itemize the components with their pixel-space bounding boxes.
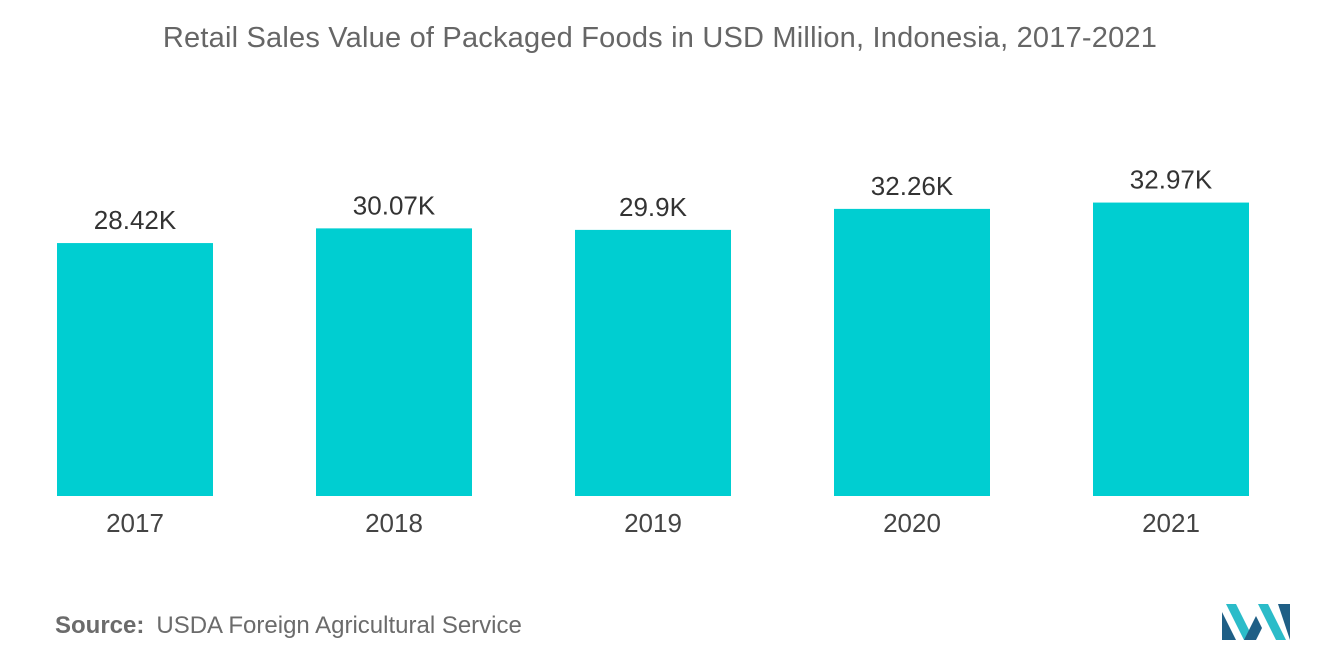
mordor-intelligence-logo-icon <box>1222 604 1290 640</box>
x-tick-label-2019: 2019 <box>624 508 682 538</box>
x-tick-label-2021: 2021 <box>1142 508 1200 538</box>
chart-title: Retail Sales Value of Packaged Foods in … <box>162 22 1158 54</box>
data-label-2017: 28.42K <box>94 205 177 235</box>
x-tick-label-2018: 2018 <box>365 508 423 538</box>
bar-2019 <box>575 229 731 496</box>
source-note: Source: USDA Foreign Agricultural Service <box>55 612 522 640</box>
x-tick-label-2017: 2017 <box>106 508 164 538</box>
data-label-2018: 30.07K <box>353 190 436 220</box>
bar-chart: 28.42K 2017 30.07K 2018 29.9K 2019 32.26K 2020 3… <box>57 165 1249 538</box>
source-label: Source: <box>55 612 145 639</box>
bar-2021 <box>1093 202 1249 496</box>
data-label-2019: 29.9K <box>619 192 688 222</box>
x-tick-label-2020: 2020 <box>883 508 941 538</box>
data-label-2020: 32.26K <box>871 171 954 201</box>
bar-2018 <box>316 228 472 496</box>
data-label-2021: 32.97K <box>1130 165 1213 195</box>
source-text: USDA Foreign Agricultural Service <box>156 612 522 639</box>
bar-2017 <box>57 243 213 496</box>
bar-2020 <box>834 208 990 497</box>
